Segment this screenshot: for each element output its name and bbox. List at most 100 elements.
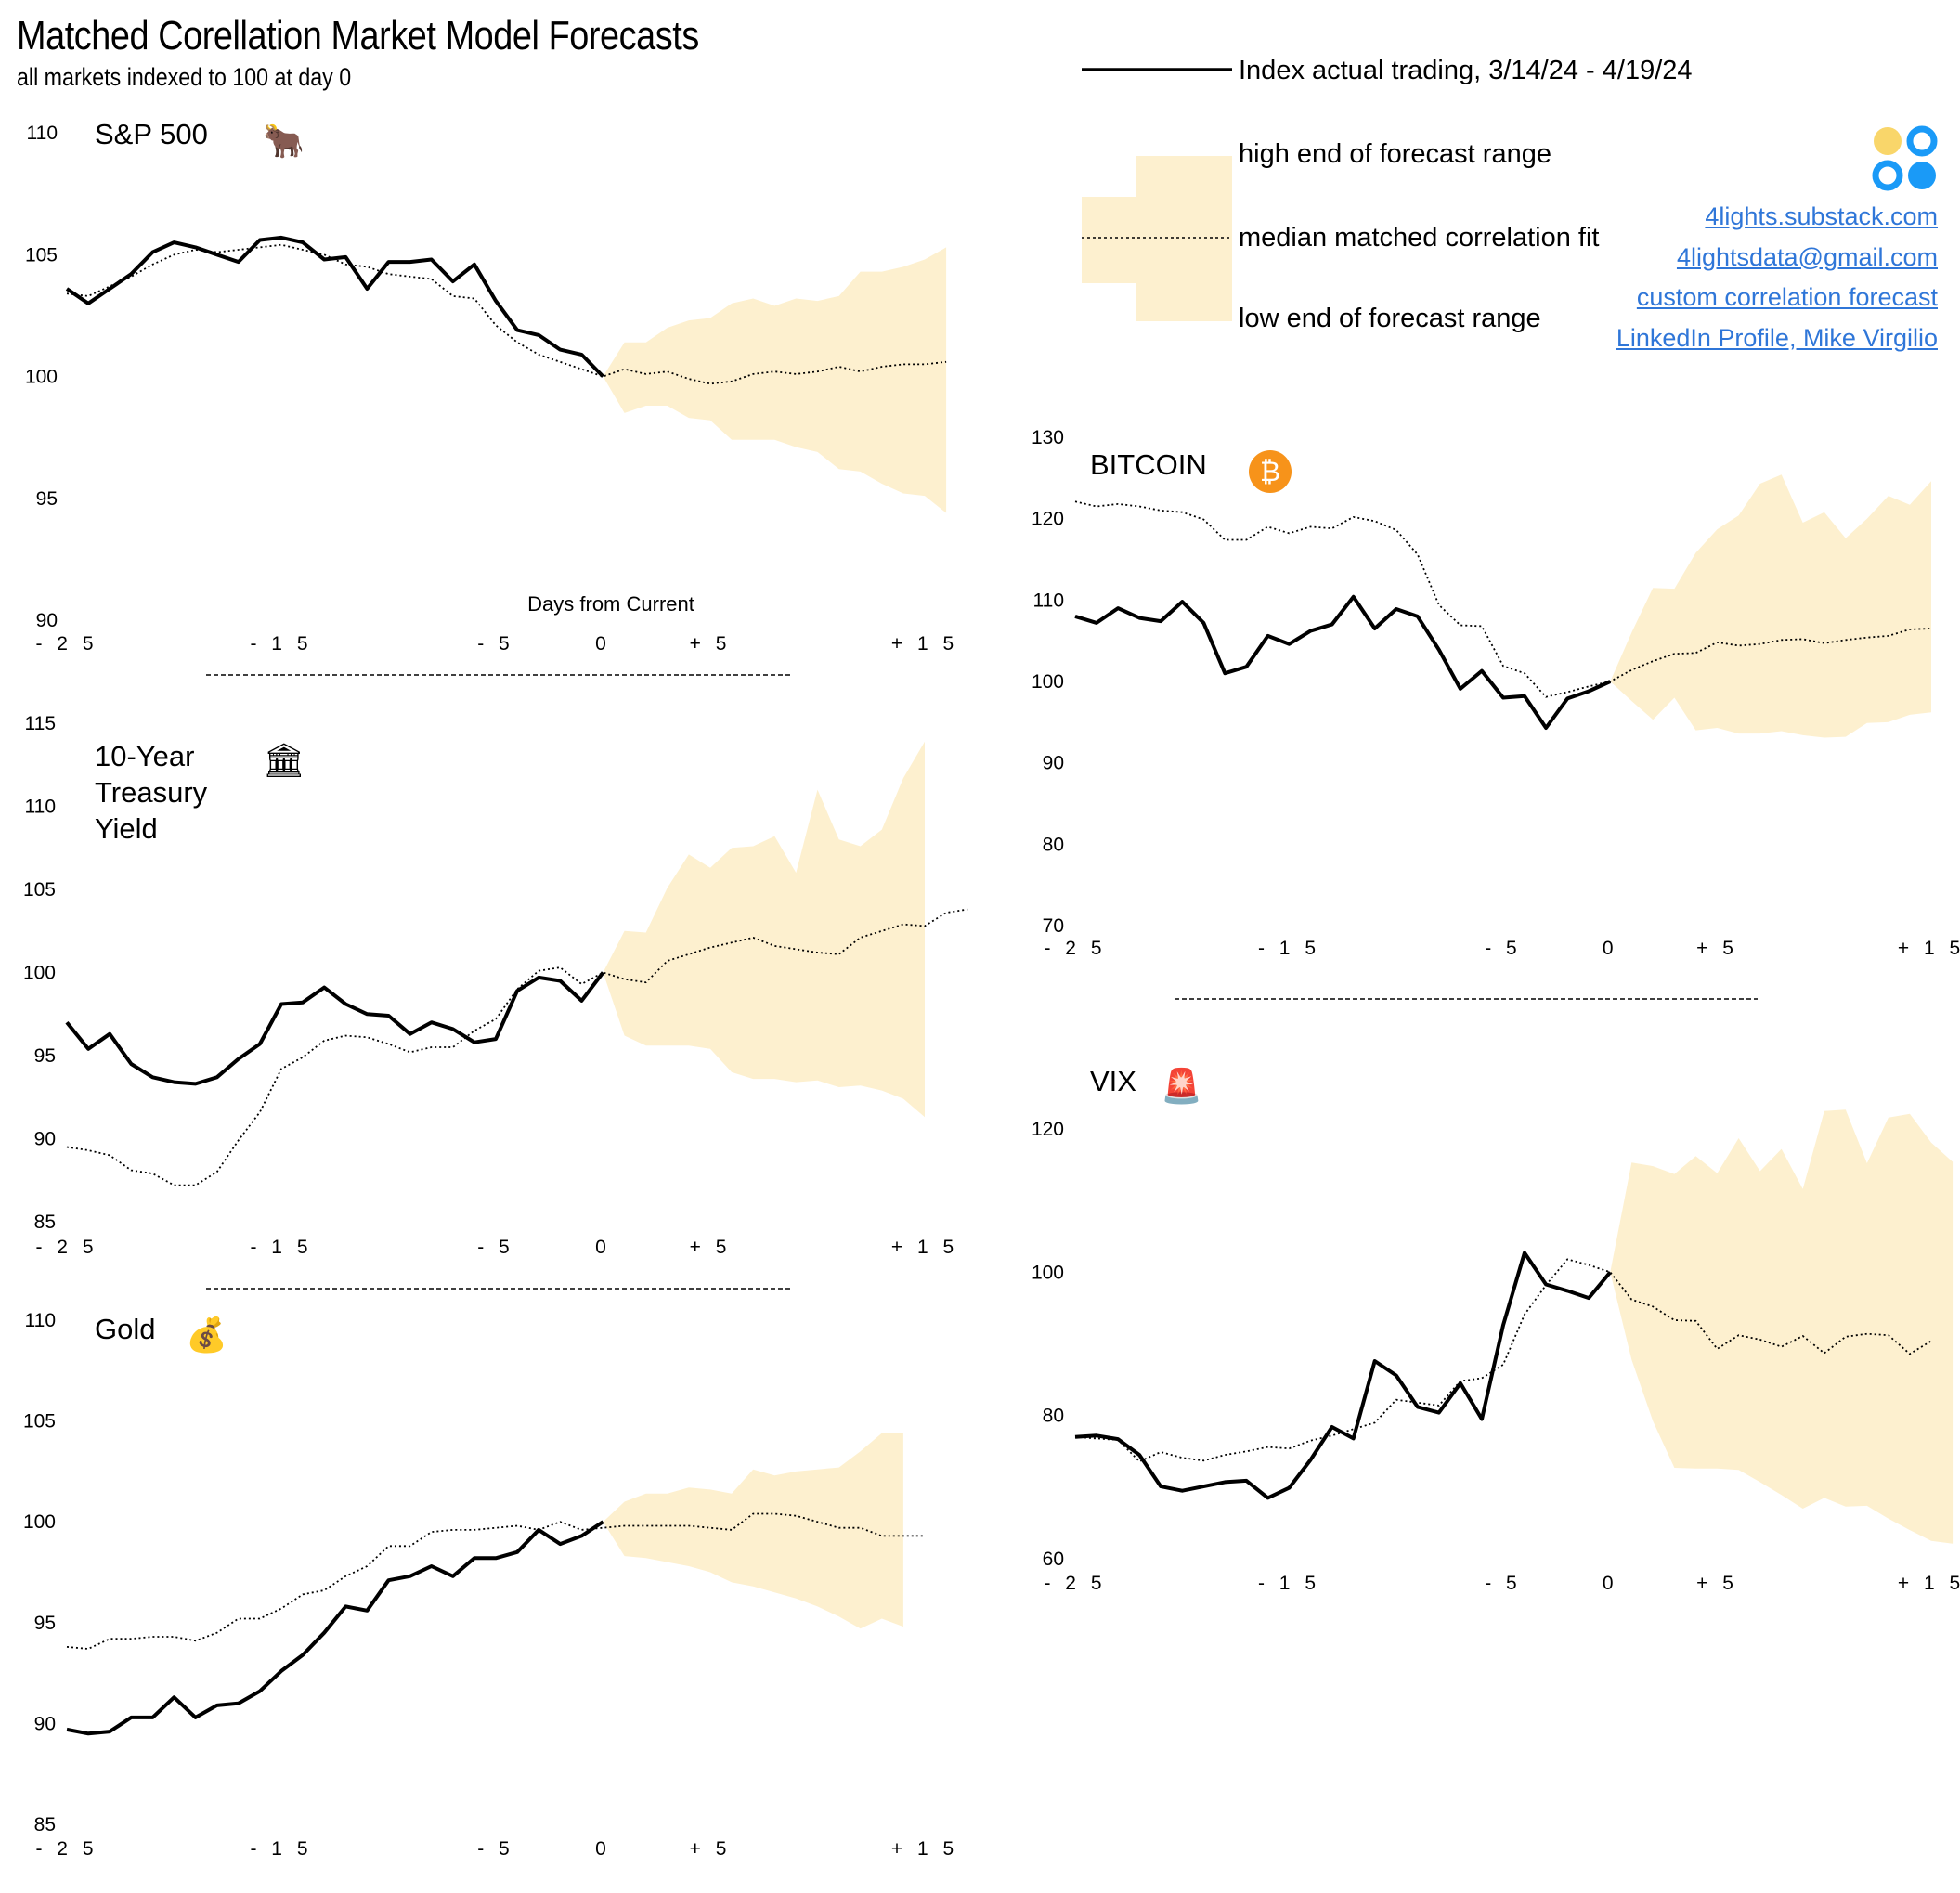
sp500-median-line: [66, 243, 947, 385]
treasury-median-line: [66, 908, 968, 1186]
gold-xtick-label: - 2 5: [35, 1838, 97, 1860]
treasury-forecast-band: [603, 741, 925, 1118]
legend-actual-label: Index actual trading, 3/14/24 - 4/19/24: [1239, 56, 1693, 85]
page-title: Matched Corellation Market Model Forecas…: [17, 13, 699, 58]
treasury-title: Yield: [95, 812, 158, 845]
legend-median-label: median matched correlation fit: [1239, 223, 1599, 253]
treasury-xtick-label: - 5: [477, 1237, 514, 1258]
bitcoin-ytick-label: 90: [1043, 753, 1064, 774]
vix-xtick-label: + 1 5: [1898, 1573, 1960, 1594]
bitcoin-chart: 70 80 90 100 110 120 130 - 2 5 - 1 5 - 5 0 + 5 + 1 5…: [1032, 427, 1960, 959]
treasury-title: 10-Year: [95, 740, 194, 772]
sp500-ytick-label: 105: [25, 244, 58, 266]
bitcoin-xtick-label: - 1 5: [1258, 938, 1320, 959]
sp500-title: S&P 500: [95, 118, 208, 150]
bitcoin-xtick-label: + 1 5: [1898, 938, 1960, 959]
bitcoin-ytick-label: 80: [1043, 834, 1064, 855]
sp500-xtick-label: + 1 5: [891, 633, 958, 655]
gold-xtick-label: - 5: [477, 1838, 514, 1860]
treasury-ytick-label: 110: [25, 797, 56, 818]
bitcoin-median-line: [1074, 500, 1932, 698]
vix-forecast-band: [1610, 1109, 1954, 1544]
legend-low-label: low end of forecast range: [1239, 304, 1541, 333]
vix-xtick-label: - 1 5: [1258, 1573, 1320, 1594]
gold-ytick-label: 95: [34, 1613, 56, 1634]
bitcoin-xtick-label: - 2 5: [1044, 938, 1106, 959]
treasury-xtick-label: - 1 5: [250, 1237, 312, 1258]
logo-blue-dot: [1908, 162, 1936, 189]
link-linkedin[interactable]: LinkedIn Profile, Mike Virgilio: [1616, 323, 1938, 352]
treasury-ytick-label: 115: [25, 713, 56, 734]
sp500-ytick-label: 100: [25, 367, 58, 388]
sp500-ytick-label: 90: [36, 610, 58, 631]
bitcoin-ytick-label: 110: [1033, 590, 1064, 611]
4lights-logo: [1872, 125, 1938, 191]
sp500-actual-line: [65, 235, 604, 378]
bitcoin-xtick-label: + 5: [1696, 938, 1738, 959]
gold-chart: 85 90 95 100 105 110 - 2 5 - 1 5 - 5 0 + 5 + 1 5 Gol…: [23, 1310, 958, 1860]
logo-blue-ring: [1872, 160, 1903, 191]
sp500-xtick-label: - 1 5: [250, 633, 312, 655]
treasury-ytick-label: 100: [23, 963, 56, 984]
vix-ytick-label: 60: [1043, 1549, 1064, 1570]
bitcoin-forecast-band: [1610, 474, 1931, 738]
vix-actual-line: [1074, 1251, 1612, 1500]
vix-chart: 60 80 100 120 - 2 5 - 1 5 - 5 0 + 5 + 1 5 VIX 🚨: [1032, 1065, 1960, 1594]
vix-ytick-label: 80: [1043, 1406, 1064, 1427]
treasury-xtick-label: + 1 5: [891, 1237, 958, 1258]
logo-blue-ring: [1906, 125, 1938, 157]
gold-ytick-label: 90: [34, 1713, 56, 1734]
links-list: 4lights.substack.com 4lightsdata@gmail.c…: [1616, 197, 1938, 358]
sp500-forecast-band: [603, 247, 947, 513]
treasury-ytick-label: 95: [34, 1045, 56, 1067]
vix-xtick-label: - 2 5: [1044, 1573, 1106, 1594]
gold-xtick-label: + 5: [690, 1838, 732, 1860]
gold-ytick-label: 85: [34, 1814, 56, 1835]
sp500-xtick-label: 0: [595, 633, 611, 655]
gold-bars-icon: 💰: [186, 1316, 227, 1355]
bitcoin-ytick-label: 100: [1032, 671, 1064, 693]
bank-icon: 🏛: [263, 741, 305, 779]
treasury-xtick-label: - 2 5: [35, 1237, 97, 1258]
treasury-chart: 85 90 95 100 105 110 115 - 2 5 - 1 5 - 5 0 + 5 + 1 5…: [23, 713, 968, 1258]
sp500-ytick-label: 110: [27, 123, 58, 144]
treasury-xtick-label: + 5: [690, 1237, 732, 1258]
gold-ytick-label: 100: [23, 1511, 56, 1533]
sp500-xtick-label: - 2 5: [35, 633, 97, 655]
gold-xtick-label: + 1 5: [891, 1838, 958, 1860]
bitcoin-actual-line: [1074, 594, 1612, 730]
bitcoin-ytick-label: 70: [1043, 915, 1064, 937]
treasury-actual-line: [65, 971, 605, 1086]
bitcoin-ytick-label: 130: [1032, 427, 1064, 448]
bitcoin-xtick-label: 0: [1603, 938, 1618, 959]
treasury-ytick-label: 105: [23, 879, 56, 901]
vix-ytick-label: 120: [1032, 1119, 1064, 1140]
siren-icon: 🚨: [1161, 1067, 1202, 1105]
sp500-ytick-label: 95: [36, 488, 58, 510]
sp500-xaxis-label: Days from Current: [527, 592, 694, 616]
vix-xtick-label: + 5: [1696, 1573, 1738, 1594]
gold-ytick-label: 105: [23, 1411, 56, 1433]
treasury-ytick-label: 85: [34, 1212, 56, 1233]
treasury-ytick-label: 90: [34, 1129, 56, 1150]
bitcoin-ytick-label: 120: [1032, 509, 1064, 530]
vix-xtick-label: - 5: [1485, 1573, 1522, 1594]
bull-icon: 🐂: [263, 122, 305, 160]
link-custom-forecast[interactable]: custom correlation forecast: [1636, 283, 1938, 311]
vix-xtick-label: 0: [1603, 1573, 1618, 1594]
charts-group: 90 95 100 105 110 - 2 5 - 1 5 - 5 0 + 5 + 1 5 Days …: [23, 118, 1960, 1860]
legend-band-swatch: [1082, 156, 1232, 321]
vix-title: VIX: [1090, 1065, 1136, 1097]
gold-xtick-label: 0: [595, 1838, 611, 1860]
bitcoin-icon-bg: [1249, 450, 1292, 493]
gold-median-line: [66, 1512, 925, 1650]
link-substack[interactable]: 4lights.substack.com: [1705, 202, 1938, 230]
sp500-chart: 90 95 100 105 110 - 2 5 - 1 5 - 5 0 + 5 + 1 5 Days …: [25, 118, 958, 655]
gold-ytick-label: 110: [25, 1310, 56, 1331]
page-subtitle: all markets indexed to 100 at day 0: [17, 63, 352, 91]
sp500-xtick-label: + 5: [690, 633, 732, 655]
legend: Index actual trading, 3/14/24 - 4/19/24 …: [1082, 56, 1693, 333]
treasury-title: Treasury: [95, 776, 208, 809]
link-email[interactable]: 4lightsdata@gmail.com: [1676, 242, 1938, 271]
